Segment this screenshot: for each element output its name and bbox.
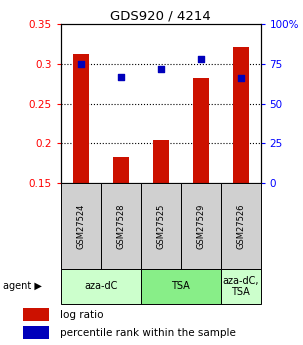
Bar xyxy=(233,47,248,183)
Bar xyxy=(61,183,101,269)
Point xyxy=(158,66,163,71)
Point xyxy=(238,75,243,81)
Text: percentile rank within the sample: percentile rank within the sample xyxy=(60,328,236,338)
Title: GDS920 / 4214: GDS920 / 4214 xyxy=(110,10,211,23)
Text: TSA: TSA xyxy=(171,282,190,291)
Bar xyxy=(101,183,141,269)
Bar xyxy=(23,326,49,339)
Text: agent ▶: agent ▶ xyxy=(3,282,42,291)
Text: log ratio: log ratio xyxy=(60,310,104,320)
Text: GSM27524: GSM27524 xyxy=(76,203,85,249)
Point xyxy=(78,61,83,67)
Point xyxy=(118,74,123,79)
Text: GSM27528: GSM27528 xyxy=(116,203,125,249)
Bar xyxy=(153,140,168,183)
Point xyxy=(198,56,203,62)
Bar xyxy=(181,183,221,269)
Bar xyxy=(221,183,261,269)
Bar xyxy=(141,269,221,304)
Bar xyxy=(113,157,128,183)
Bar xyxy=(61,269,141,304)
Bar xyxy=(193,78,208,183)
Bar xyxy=(23,308,49,321)
Text: GSM27526: GSM27526 xyxy=(236,203,245,249)
Bar xyxy=(141,183,181,269)
Text: GSM27525: GSM27525 xyxy=(156,203,165,249)
Bar xyxy=(221,269,261,304)
Text: GSM27529: GSM27529 xyxy=(196,203,205,249)
Text: aza-dC: aza-dC xyxy=(84,282,117,291)
Text: aza-dC,
TSA: aza-dC, TSA xyxy=(222,276,259,297)
Bar xyxy=(73,53,88,183)
